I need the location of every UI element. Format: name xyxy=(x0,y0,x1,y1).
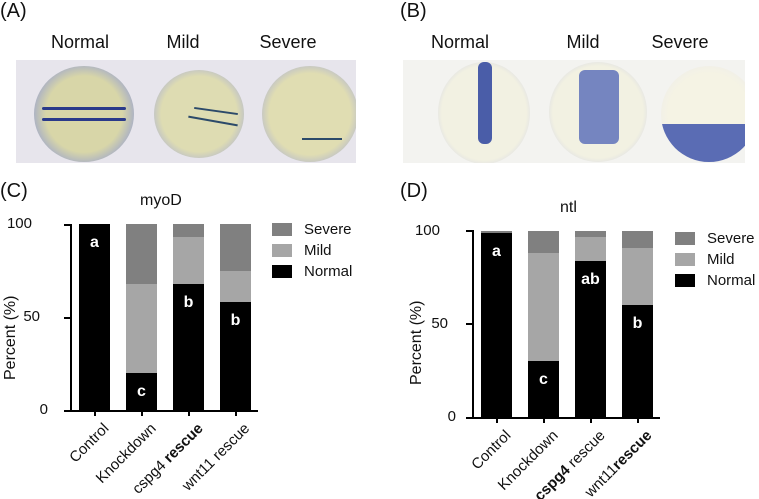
chart-c-x-axis xyxy=(64,410,258,412)
chart-d-seg-mild xyxy=(528,253,559,362)
chart-c-seg-severe xyxy=(173,224,204,238)
chart-c-bar-3: b xyxy=(173,224,204,410)
panel-a-mild-label: Mild xyxy=(166,32,200,52)
chart-d-tick-50: 50 xyxy=(431,315,448,332)
chart-c-significance-letter: b xyxy=(230,312,241,330)
panel-a-label: (A) xyxy=(0,0,27,22)
chart-c-legend-normal: Normal xyxy=(272,263,352,280)
chart-c-seg-normal xyxy=(173,283,204,410)
embryo-mild-b xyxy=(549,62,647,162)
legend-swatch-normal xyxy=(675,274,695,287)
chart-c-significance-letter: c xyxy=(137,382,146,400)
chart-d-tick-0: 0 xyxy=(447,408,456,425)
chart-d-legend-normal: Normal xyxy=(675,272,755,289)
chart-d-seg-normal xyxy=(575,260,606,417)
chart-d-bar-2: c xyxy=(528,231,559,417)
chart-d-significance-letter: a xyxy=(492,242,501,260)
panel-b-mild-label: Mild xyxy=(566,32,600,52)
chart-c-bar-2: c xyxy=(126,224,157,410)
legend-swatch-mild xyxy=(272,244,292,257)
chart-d-tick-100: 100 xyxy=(414,222,440,239)
chart-c-seg-mild xyxy=(126,283,157,373)
chart-d-seg-mild xyxy=(622,247,653,306)
chart-c-seg-normal xyxy=(79,224,110,410)
chart-d-x-axis xyxy=(466,417,660,419)
chart-c-y-axis xyxy=(70,224,72,412)
chart-d-seg-normal xyxy=(481,232,512,417)
chart-d-title: ntl xyxy=(560,199,577,216)
chart-c-tick-100: 100 xyxy=(6,215,32,232)
chart-c-seg-mild xyxy=(173,237,204,284)
chart-c-xlabel-1: Control xyxy=(66,420,113,467)
embryo-severe xyxy=(262,66,356,162)
embryo-mild xyxy=(154,70,244,158)
legend-swatch-severe xyxy=(675,232,695,245)
panel-c-label: (C) xyxy=(0,180,28,202)
chart-c-legend-severe: Severe xyxy=(272,221,352,238)
panel-a-photo-strip xyxy=(16,60,356,163)
chart-c-seg-mild xyxy=(220,270,251,303)
panel-b-label: (B) xyxy=(400,0,427,22)
chart-c-bar-4: b xyxy=(220,224,251,410)
chart-d-seg-severe xyxy=(481,231,512,233)
legend-swatch-severe xyxy=(272,223,292,236)
chart-d-seg-mild xyxy=(575,236,606,261)
chart-d-significance-letter: c xyxy=(539,371,548,389)
chart-d-significance-letter: b xyxy=(632,315,643,333)
chart-d-bar-3: ab xyxy=(575,231,606,417)
chart-c-legend-mild: Mild xyxy=(272,242,332,259)
chart-d-legend-severe: Severe xyxy=(675,230,755,247)
panel-b-normal-label: Normal xyxy=(430,32,489,52)
chart-c-significance-letter: a xyxy=(90,234,99,251)
chart-c-seg-normal xyxy=(220,302,251,410)
chart-c-seg-normal xyxy=(126,372,157,410)
chart-d-seg-severe xyxy=(575,231,606,237)
embryo-normal-b xyxy=(438,62,530,163)
legend-swatch-mild xyxy=(675,253,695,266)
chart-c-seg-severe xyxy=(126,224,157,284)
chart-d-significance-letter: ab xyxy=(581,270,600,288)
chart-d-ylabel: Percent (%) xyxy=(408,300,425,385)
chart-c-tick-0: 0 xyxy=(39,401,48,418)
chart-d-bar-4: b xyxy=(622,231,653,417)
embryo-severe-b xyxy=(661,66,745,162)
legend-swatch-normal xyxy=(272,265,292,278)
chart-c-title: myoD xyxy=(140,192,182,209)
chart-c-significance-letter: b xyxy=(183,293,194,311)
chart-d-seg-normal xyxy=(528,361,559,417)
chart-d-y-axis xyxy=(472,230,474,418)
chart-d-seg-normal xyxy=(622,305,653,417)
chart-d-seg-severe xyxy=(528,231,559,254)
panel-b-photo-strip xyxy=(403,60,745,163)
panel-a-severe-label: Severe xyxy=(259,32,317,52)
chart-c-bar-1: a xyxy=(79,224,110,410)
chart-d-seg-severe xyxy=(622,231,653,248)
chart-d-xlabel-1: Control xyxy=(468,427,515,474)
chart-c-tick-50: 50 xyxy=(23,308,40,325)
chart-d-bar-1: a xyxy=(481,231,512,417)
chart-c-seg-severe xyxy=(220,224,251,271)
embryo-normal xyxy=(34,66,134,162)
panel-a-normal-label: Normal xyxy=(50,32,109,52)
panel-b-severe-label: Severe xyxy=(651,32,709,52)
chart-d-legend-mild: Mild xyxy=(675,251,735,268)
panel-d-label: (D) xyxy=(400,180,428,202)
